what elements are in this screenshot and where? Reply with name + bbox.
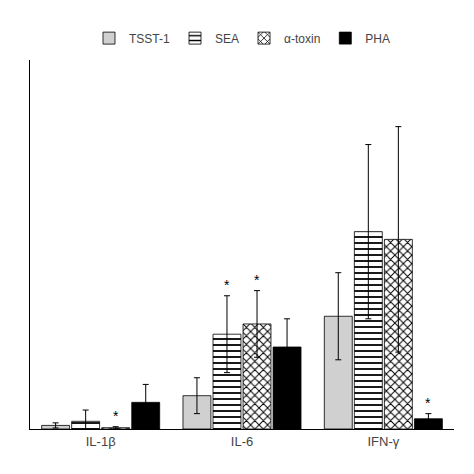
svg-text:SEA: SEA bbox=[215, 32, 239, 46]
svg-text:*: * bbox=[224, 277, 230, 293]
svg-text:IL-1β: IL-1β bbox=[86, 434, 116, 449]
svg-text:*: * bbox=[425, 395, 431, 411]
svg-text:*: * bbox=[254, 272, 260, 288]
svg-text:*: * bbox=[113, 408, 119, 424]
svg-text:IFN-γ: IFN-γ bbox=[367, 434, 399, 449]
svg-text:α-toxin: α-toxin bbox=[284, 32, 320, 46]
svg-text:TSST-1: TSST-1 bbox=[129, 32, 170, 46]
svg-text:IL-6: IL-6 bbox=[231, 434, 253, 449]
svg-text:PHA: PHA bbox=[365, 32, 390, 46]
